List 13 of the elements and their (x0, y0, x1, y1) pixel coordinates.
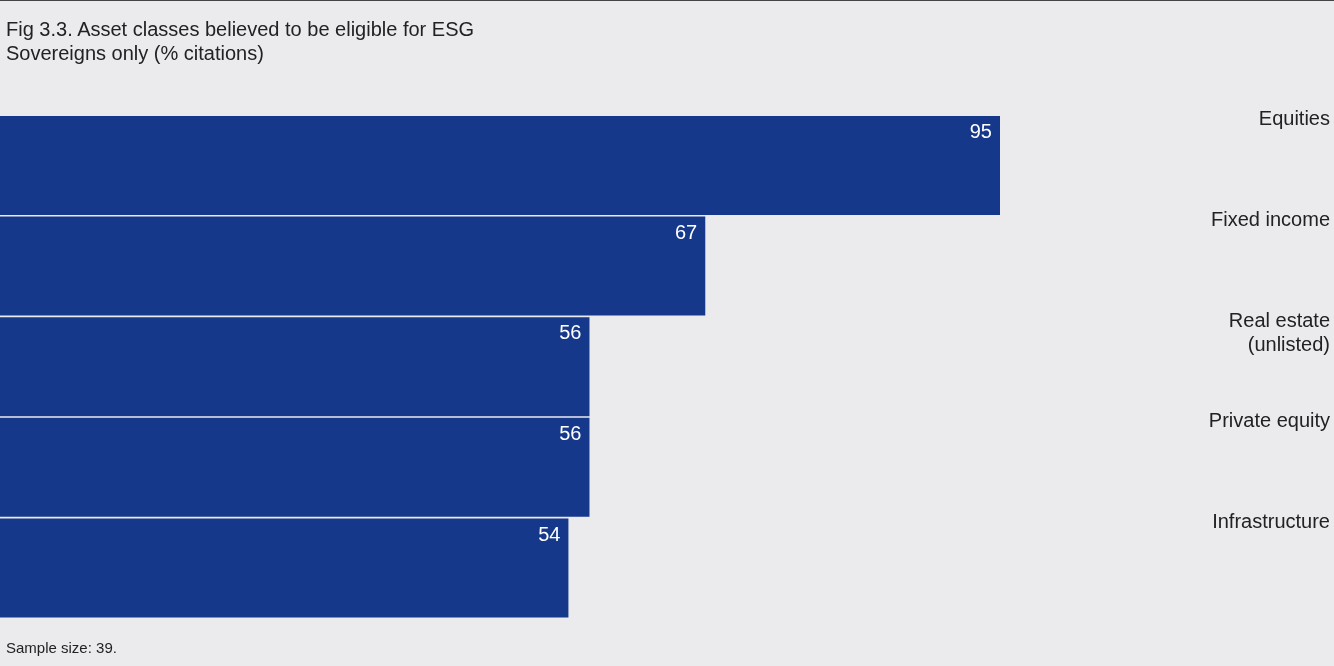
y-tick-label: Private equity (1208, 409, 1330, 432)
data-label: 67 (675, 220, 698, 243)
data-label: 54 (538, 522, 561, 545)
y-tick-label: Fixed income (1211, 207, 1330, 230)
data-label: 56 (559, 321, 582, 344)
chart-subtitle: Sovereigns only (% citations) (6, 41, 265, 65)
data-label: 95 (969, 120, 992, 143)
y-tick-label: Real estate (unlisted) (1228, 308, 1330, 355)
chart-title: Fig 3.3. Asset classes believed to be eligible for ESG (6, 17, 475, 41)
y-tick-label: Infrastructure (1212, 509, 1330, 532)
data-label: 56 (559, 422, 582, 444)
y-tick-label: Equities (1258, 107, 1330, 130)
text: Sample size: 39. (6, 639, 117, 656)
